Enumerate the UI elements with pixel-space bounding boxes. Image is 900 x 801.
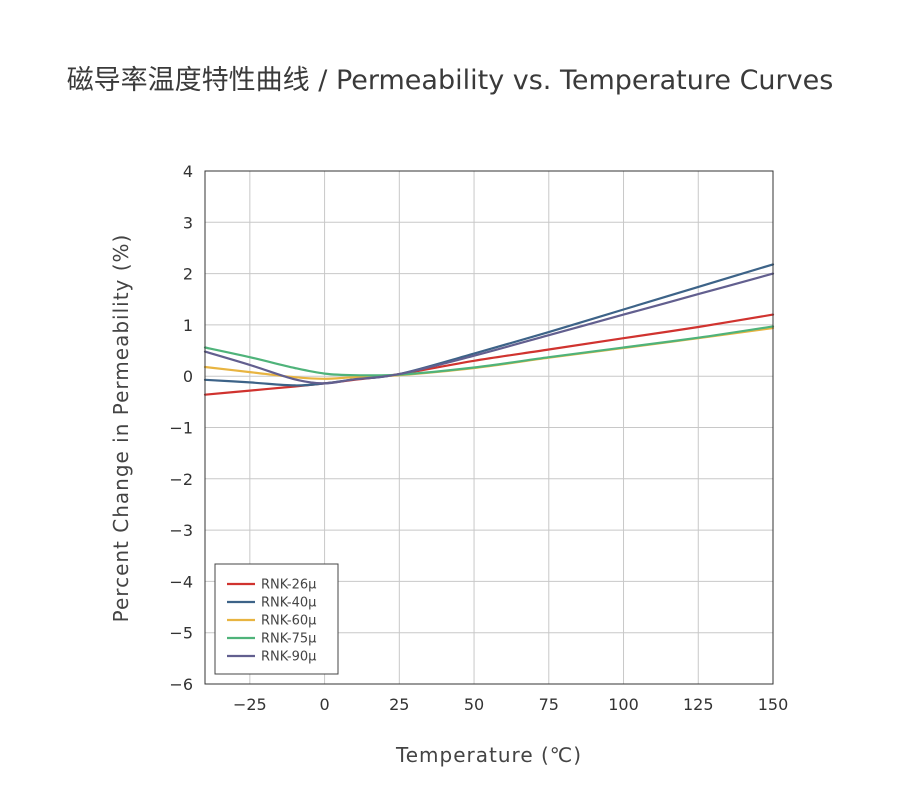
y-tick-label: 2 bbox=[183, 265, 193, 284]
y-tick-label: −2 bbox=[169, 470, 193, 489]
plot-frame bbox=[204, 170, 774, 685]
y-tick-label: −3 bbox=[169, 521, 193, 540]
legend-label: RNK-40μ bbox=[261, 596, 316, 611]
x-tick-label: −25 bbox=[233, 695, 267, 714]
legend-label: RNK-60μ bbox=[261, 614, 316, 629]
y-tick-labels: 4 3 2 1 0 −1 −2 −3 −4 −5 −6 bbox=[169, 162, 193, 694]
series-layer bbox=[203, 263, 775, 396]
y-axis-label: Percent Change in Permeability (%) bbox=[109, 234, 133, 623]
legend-label: RNK-75μ bbox=[261, 632, 316, 647]
y-tick-label: −4 bbox=[169, 572, 193, 591]
x-tick-label: 50 bbox=[464, 695, 484, 714]
legend-label: RNK-90μ bbox=[261, 650, 316, 665]
x-tick-label: 125 bbox=[683, 695, 714, 714]
x-tick-labels: −25 0 25 50 75 100 125 150 bbox=[233, 695, 788, 714]
x-tick-label: 0 bbox=[319, 695, 329, 714]
y-tick-label: 1 bbox=[183, 316, 193, 335]
y-tick-label: 3 bbox=[183, 213, 193, 232]
y-tick-label: −1 bbox=[169, 419, 193, 438]
y-tick-label: −5 bbox=[169, 624, 193, 643]
y-tick-label: −6 bbox=[169, 675, 193, 694]
x-tick-label: 150 bbox=[758, 695, 789, 714]
series-line bbox=[203, 272, 775, 385]
y-tick-label: 4 bbox=[183, 162, 193, 181]
legend: RNK-26μ RNK-40μ RNK-60μ RNK-75μ RNK-90μ bbox=[214, 563, 339, 675]
y-tick-label: 0 bbox=[183, 367, 193, 386]
legend-label: RNK-26μ bbox=[261, 578, 316, 593]
series-line bbox=[203, 325, 775, 377]
chart-title: 磁导率温度特性曲线 / Permeability vs. Temperature… bbox=[66, 65, 834, 96]
x-tick-label: 100 bbox=[608, 695, 639, 714]
x-tick-label: 25 bbox=[389, 695, 409, 714]
x-axis-label: Temperature (℃) bbox=[395, 743, 582, 767]
x-tick-label: 75 bbox=[539, 695, 559, 714]
